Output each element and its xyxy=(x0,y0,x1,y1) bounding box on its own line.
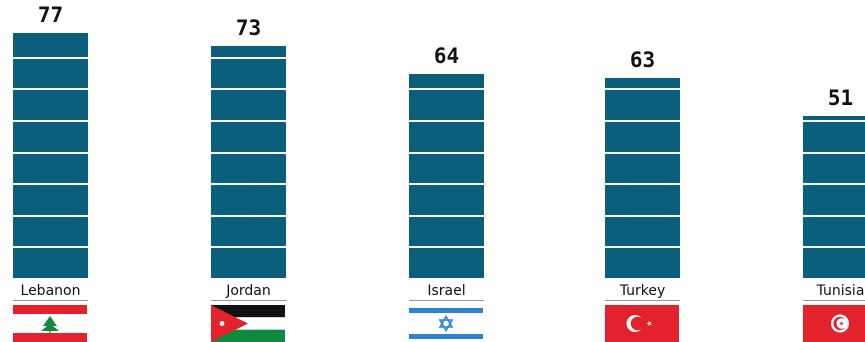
bar-stripe xyxy=(409,120,484,122)
bar-stripe xyxy=(13,56,88,59)
bar-stripe xyxy=(13,214,88,217)
bar-stripe xyxy=(803,246,865,249)
label-underline xyxy=(803,300,865,301)
israel-flag-icon xyxy=(409,305,483,342)
bar-lebanon xyxy=(13,33,88,278)
bar-stripe xyxy=(605,246,680,249)
bar-stripe xyxy=(211,151,286,154)
value-label: 73 xyxy=(235,16,262,40)
bar-stripe xyxy=(803,183,865,186)
label-underline xyxy=(211,300,286,301)
label-underline xyxy=(13,300,88,301)
bar-stripe xyxy=(803,120,865,122)
bar-stripe xyxy=(211,56,286,59)
bar-stripe xyxy=(605,88,680,91)
category-label: Turkey xyxy=(619,283,666,299)
bar-stripe xyxy=(13,246,88,249)
bar-jordan xyxy=(211,46,286,278)
bar-stripe xyxy=(409,214,484,217)
value-label: 51 xyxy=(827,86,854,110)
value-label: 77 xyxy=(37,3,64,27)
category-label: Jordan xyxy=(226,283,271,299)
category-label: Tunisia xyxy=(816,283,865,299)
category-label: Israel xyxy=(427,283,466,299)
bar-stripe xyxy=(13,88,88,91)
tunisia-flag-icon xyxy=(803,305,865,342)
bar-stripe xyxy=(803,151,865,154)
value-label: 64 xyxy=(433,44,460,68)
bar-stripe xyxy=(409,183,484,186)
jordan-flag-icon xyxy=(211,305,285,342)
bar-stripe xyxy=(605,183,680,186)
label-underline xyxy=(409,300,484,301)
category-label: Lebanon xyxy=(20,283,81,299)
bar-stripe xyxy=(605,120,680,122)
bar-stripe xyxy=(211,246,286,249)
bar-israel xyxy=(409,74,484,278)
bar-stripe xyxy=(409,151,484,154)
turkey-flag-icon xyxy=(605,305,679,342)
bar-stripe xyxy=(13,151,88,154)
bar-turkey xyxy=(605,78,680,278)
bar-stripe xyxy=(605,214,680,217)
bar-stripe xyxy=(803,214,865,217)
bar-stripe xyxy=(409,88,484,91)
bar-stripe xyxy=(211,183,286,186)
bar-stripe xyxy=(13,120,88,122)
lebanon-flag-icon xyxy=(13,305,87,342)
bar-stripe xyxy=(605,151,680,154)
bar-tunisia xyxy=(803,116,865,278)
bar-stripe xyxy=(211,214,286,217)
bar-stripe xyxy=(211,120,286,122)
bar-stripe xyxy=(211,88,286,91)
bar-stripe xyxy=(409,246,484,249)
value-label: 63 xyxy=(629,48,656,72)
bar-stripe xyxy=(13,183,88,186)
label-underline xyxy=(605,300,680,301)
